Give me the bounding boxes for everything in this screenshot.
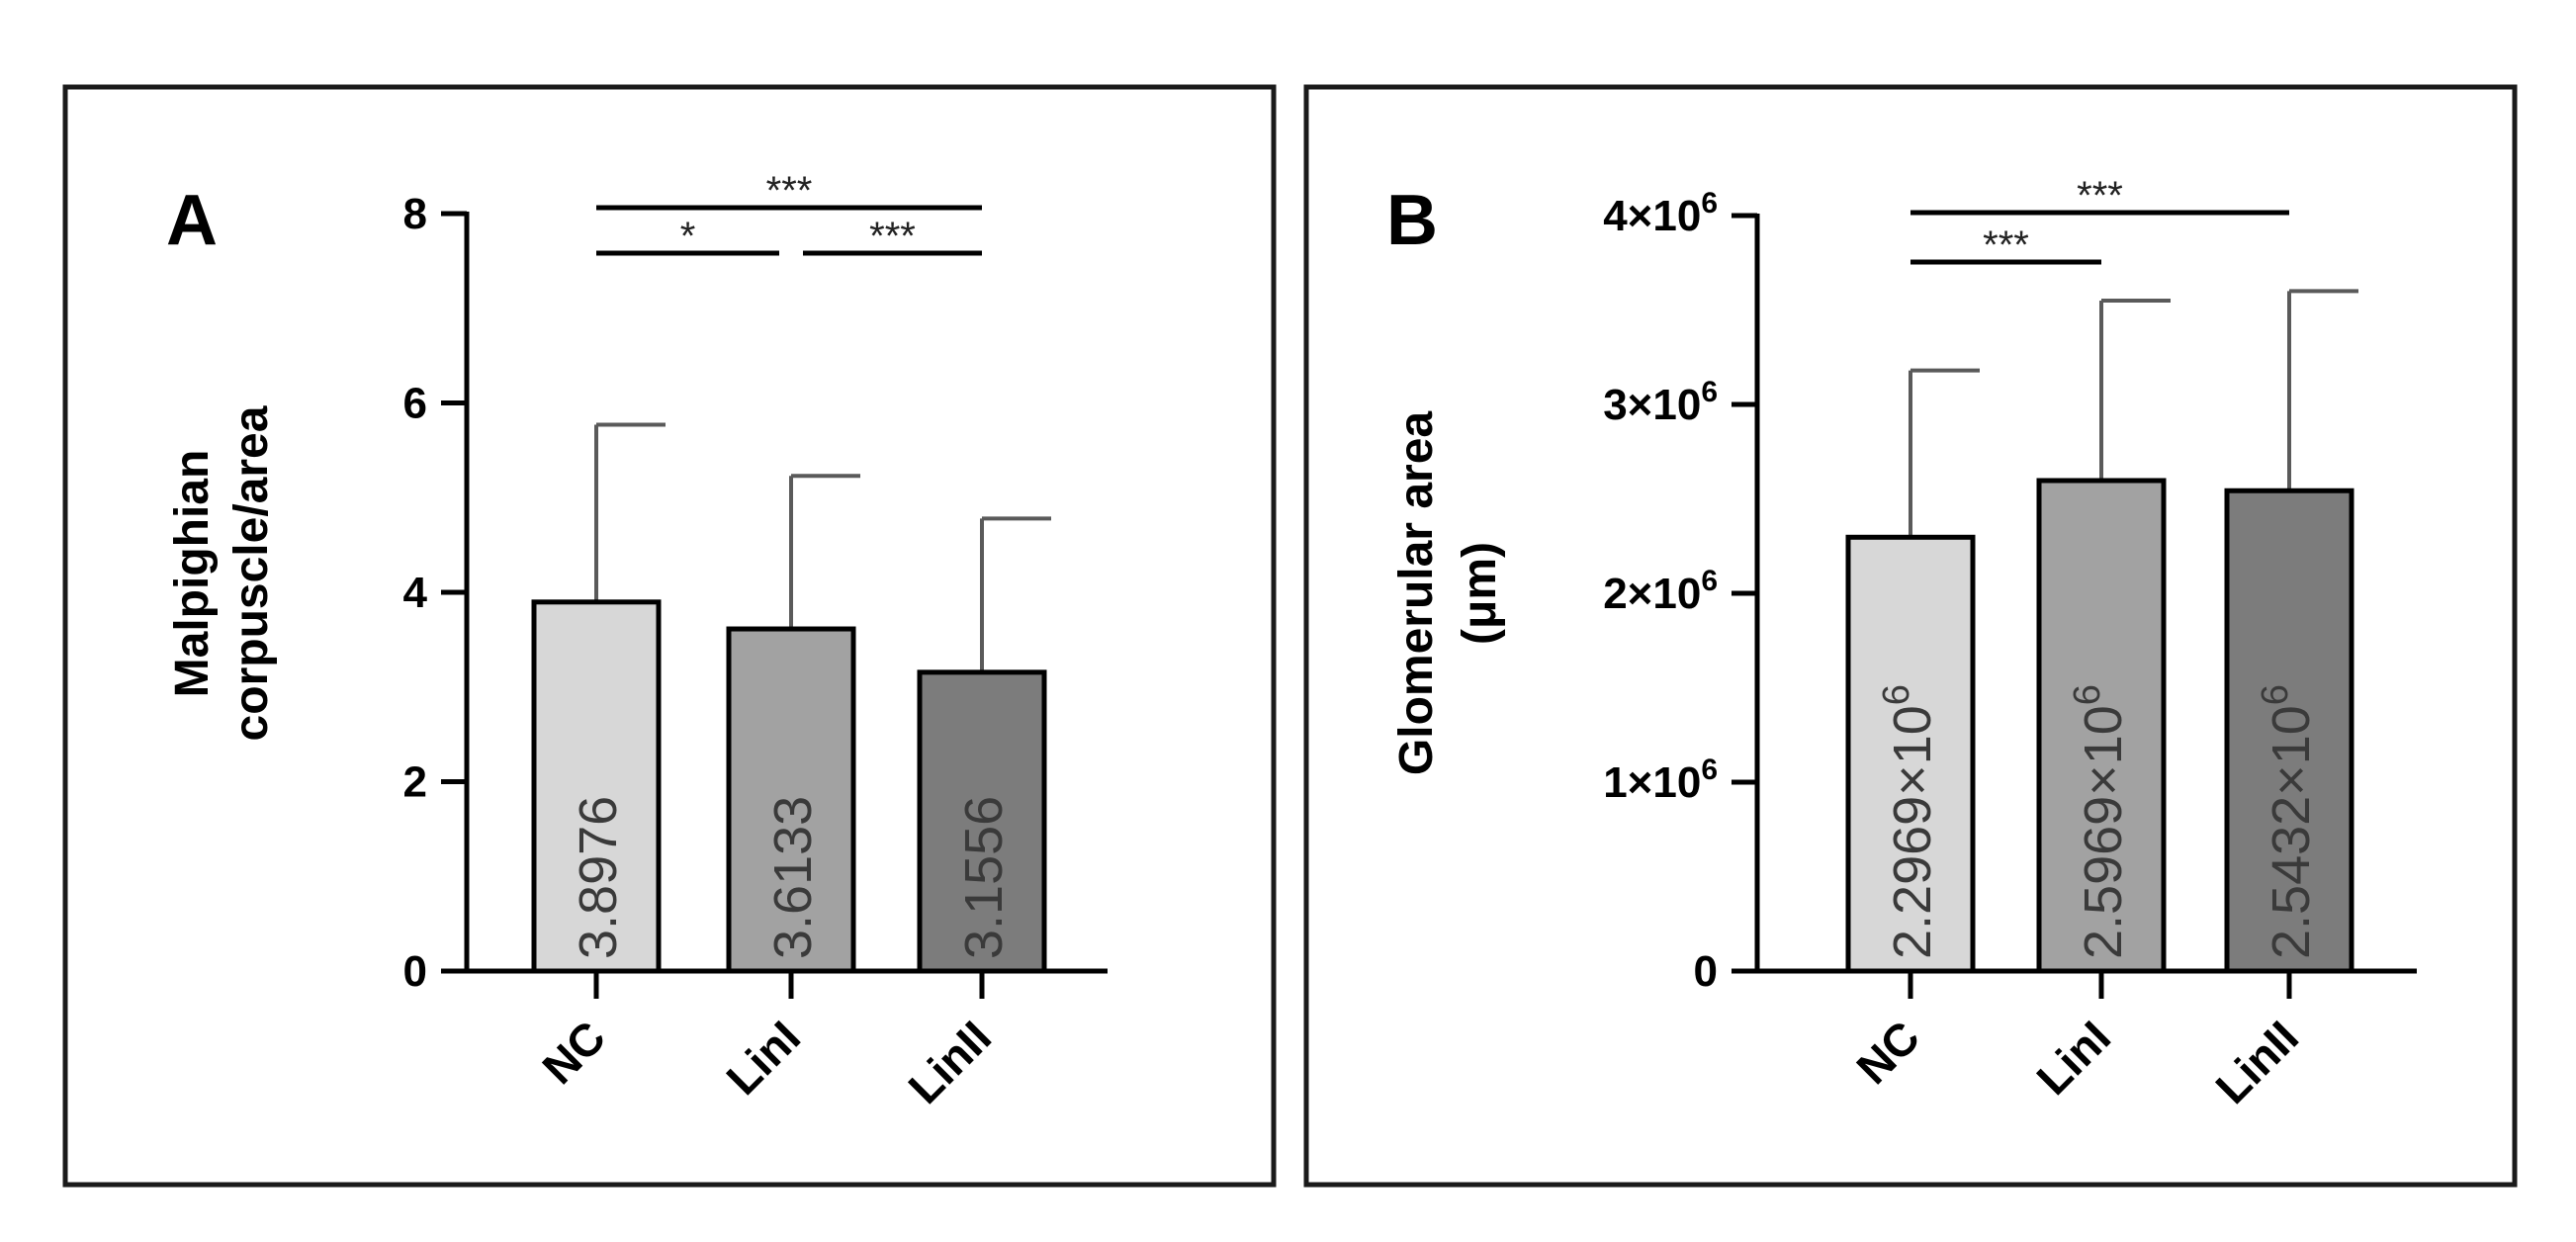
bar-value-exponent: 6 <box>2255 684 2296 705</box>
y-tick-label: 8 <box>403 190 427 238</box>
y-tick-label-text: 2×10 <box>1603 570 1701 618</box>
y-tick-exponent: 6 <box>1701 376 1718 408</box>
y-tick-exponent: 6 <box>1701 187 1718 220</box>
bar-value-label: 3.1556 <box>954 796 1014 959</box>
significance-marker: *** <box>2077 174 2123 218</box>
bar-nc <box>531 599 662 974</box>
bar-value-label: 2.2969×106 <box>1876 684 1942 959</box>
significance-marker: *** <box>1983 223 2029 267</box>
y-tick-label-text: 4 <box>403 569 428 617</box>
bar-value-exponent: 6 <box>1876 684 1917 705</box>
panel-b-frame <box>1303 84 2518 1188</box>
bar-value-label: 2.5432×106 <box>2255 684 2321 959</box>
y-tick-label-text: 0 <box>1694 947 1718 996</box>
y-tick-label: 4×106 <box>1603 187 1718 240</box>
bar-nc <box>1845 534 1976 974</box>
x-category-label: LinII <box>898 1011 1001 1113</box>
y-tick-label: 4 <box>403 569 428 617</box>
x-category-label: NC <box>1846 1011 1929 1094</box>
bar-value-label: 3.6133 <box>763 796 823 959</box>
y-axis-title-line: Malpighian <box>166 450 219 698</box>
bar-value-label: 3.8976 <box>569 796 628 959</box>
y-axis-title-line: corpuscle/area <box>225 405 278 741</box>
y-tick-label: 0 <box>1694 947 1718 996</box>
x-category-label: LinII <box>2205 1011 2308 1113</box>
x-category-label: LinI <box>716 1011 810 1105</box>
panel-letter: B <box>1386 181 1438 260</box>
y-tick-label-text: 6 <box>403 380 427 428</box>
panel-letter: A <box>166 181 218 260</box>
y-tick-label-text: 0 <box>403 947 427 996</box>
panel-a: A 0 2 4 6 8 Malpighian corpuscle/area 3.8976 NC 3.… <box>166 169 1108 1113</box>
bar-value-text: 2.2969×10 <box>1883 705 1942 959</box>
y-tick-label-text: 8 <box>403 190 427 238</box>
bar-value-exponent: 6 <box>2067 684 2108 705</box>
bar-value-text: 3.6133 <box>763 796 823 959</box>
y-axis-title-line: Glomerular area <box>1390 411 1443 775</box>
y-tick-label: 2 <box>403 758 427 807</box>
panel-a-frame <box>62 84 1277 1188</box>
y-tick-label: 6 <box>403 380 427 428</box>
x-category-label: LinI <box>2026 1011 2120 1105</box>
x-category-label: NC <box>532 1011 615 1094</box>
y-tick-exponent: 6 <box>1701 754 1718 786</box>
bar-linii <box>2224 488 2354 974</box>
bar-lini <box>2036 478 2167 974</box>
bar-value-text: 2.5969×10 <box>2074 705 2133 959</box>
significance-marker: *** <box>869 215 916 258</box>
significance-marker: *** <box>766 169 813 213</box>
y-tick-exponent: 6 <box>1701 565 1718 597</box>
bar-value-text: 2.5432×10 <box>2262 705 2321 959</box>
y-tick-label: 1×106 <box>1603 754 1718 807</box>
y-tick-label: 2×106 <box>1603 565 1718 618</box>
significance-marker: * <box>680 215 696 258</box>
y-axis-title-line: (μm) <box>1454 542 1506 645</box>
bar-value-text: 3.8976 <box>569 796 628 959</box>
y-tick-label-text: 2 <box>403 758 427 807</box>
bar-value-label: 2.5969×106 <box>2067 684 2133 959</box>
bar-value-text: 3.1556 <box>954 796 1014 959</box>
y-tick-label: 3×106 <box>1603 376 1718 429</box>
y-tick-label-text: 4×10 <box>1603 192 1701 240</box>
y-tick-label: 0 <box>403 947 427 996</box>
y-tick-label-text: 1×10 <box>1603 758 1701 807</box>
y-tick-label-text: 3×10 <box>1603 381 1701 429</box>
